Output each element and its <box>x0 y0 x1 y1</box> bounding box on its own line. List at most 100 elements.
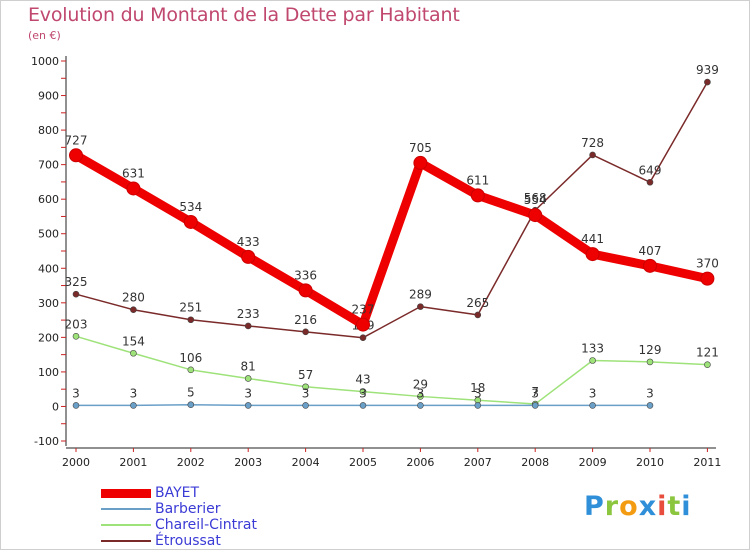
y-tick-label: 100 <box>38 366 59 379</box>
logo-letter: r <box>604 491 620 522</box>
data-point-bayet <box>356 317 370 332</box>
y-tick-label: 300 <box>38 297 59 310</box>
legend-swatch <box>101 524 151 526</box>
data-point-chareil-cintrat <box>130 349 137 357</box>
logo-letter: t <box>667 491 682 522</box>
legend-label: Barberier <box>155 501 221 517</box>
data-point-bayet <box>241 249 256 264</box>
data-point-etroussat <box>359 334 367 342</box>
y-tick-label: 800 <box>38 124 59 137</box>
data-label-etroussat: 939 <box>696 63 719 77</box>
proxiti-logo: Proxiti <box>584 491 692 522</box>
data-label-etroussat: 568 <box>524 191 547 205</box>
data-point-barberier <box>187 401 195 409</box>
data-label-bayet: 370 <box>696 257 719 271</box>
series-line-chareil-cintrat <box>75 335 708 405</box>
logo-letter: o <box>619 491 639 522</box>
data-point-chareil-cintrat <box>72 333 80 340</box>
data-point-bayet <box>126 181 141 196</box>
data-point-etroussat <box>72 290 80 298</box>
legend-item-etroussat: Étroussat <box>101 533 257 549</box>
data-label-etroussat: 649 <box>639 163 662 177</box>
chart-title: Evolution du Montant de la Dette par Hab… <box>28 4 460 26</box>
chart-legend: BAYET Barberier Chareil-Cintrat Étroussat <box>101 485 257 549</box>
x-tick-label: 2008 <box>521 456 549 469</box>
x-tick-label: 2003 <box>234 456 262 469</box>
y-tick-label: 500 <box>38 228 59 241</box>
data-label-bayet: 441 <box>581 232 604 246</box>
data-label-bayet: 336 <box>294 268 317 282</box>
data-label-etroussat: 216 <box>294 313 317 327</box>
x-tick-label: 2006 <box>406 456 434 469</box>
data-point-chareil-cintrat <box>244 375 252 382</box>
y-tick-label: 600 <box>38 193 59 206</box>
data-point-barberier <box>302 402 309 409</box>
data-label-chareil-cintrat: 121 <box>696 346 719 360</box>
data-label-chareil-cintrat: 18 <box>470 381 485 395</box>
data-label-chareil-cintrat: 57 <box>298 368 313 382</box>
legend-item-chareil-cintrat: Chareil-Cintrat <box>101 517 257 533</box>
data-point-etroussat <box>302 328 309 336</box>
data-point-bayet <box>470 188 485 203</box>
data-label-chareil-cintrat: 106 <box>179 351 202 365</box>
legend-item-barberier: Barberier <box>101 501 257 517</box>
data-point-etroussat <box>646 178 654 186</box>
y-tick-label: 1000 <box>31 55 59 68</box>
data-point-barberier <box>531 402 539 409</box>
data-point-barberier <box>474 402 482 409</box>
data-point-etroussat <box>417 303 424 310</box>
data-label-bayet: 631 <box>122 166 145 180</box>
data-label-etroussat: 289 <box>409 288 432 302</box>
data-label-barberier: 3 <box>417 386 425 400</box>
data-label-chareil-cintrat: 154 <box>122 334 145 348</box>
data-label-bayet: 237 <box>352 303 375 317</box>
data-label-chareil-cintrat: 203 <box>65 317 88 331</box>
data-label-barberier: 3 <box>359 386 367 400</box>
data-point-bayet <box>585 247 600 262</box>
data-label-barberier: 3 <box>244 386 252 400</box>
data-label-etroussat: 233 <box>237 307 260 321</box>
data-label-chareil-cintrat: 29 <box>413 377 428 391</box>
data-label-etroussat: 251 <box>179 301 202 315</box>
data-label-barberier: 3 <box>646 386 654 400</box>
data-label-chareil-cintrat: 7 <box>531 385 539 399</box>
legend-label: Chareil-Cintrat <box>155 517 257 533</box>
data-label-chareil-cintrat: 133 <box>581 342 604 356</box>
data-label-bayet: 534 <box>179 200 202 214</box>
data-point-barberier <box>72 402 80 409</box>
data-point-etroussat <box>187 316 195 324</box>
data-label-etroussat: 280 <box>122 291 145 305</box>
x-tick-label: 2010 <box>636 456 664 469</box>
data-point-etroussat <box>244 322 252 330</box>
data-label-chareil-cintrat: 129 <box>639 343 662 357</box>
y-tick-label: -100 <box>34 435 59 448</box>
legend-swatch <box>101 540 151 542</box>
data-point-bayet <box>298 283 313 298</box>
data-label-etroussat: 728 <box>581 136 604 150</box>
data-label-barberier: 5 <box>187 386 195 400</box>
x-tick-label: 2001 <box>119 456 147 469</box>
data-label-chareil-cintrat: 43 <box>355 373 370 387</box>
y-tick-label: 200 <box>38 331 59 344</box>
data-label-bayet: 727 <box>65 133 88 147</box>
x-tick-label: 2005 <box>349 456 377 469</box>
data-label-barberier: 3 <box>302 386 310 400</box>
data-point-barberier <box>646 402 654 409</box>
legend-label: BAYET <box>155 485 200 501</box>
legend-item-bayet: BAYET <box>101 485 257 501</box>
logo-letter: i <box>657 491 668 522</box>
data-point-chareil-cintrat <box>417 393 424 400</box>
data-label-bayet: 611 <box>466 173 489 187</box>
data-label-barberier: 3 <box>72 386 80 400</box>
data-point-chareil-cintrat <box>646 358 654 366</box>
data-label-barberier: 3 <box>531 386 539 400</box>
data-label-etroussat: 265 <box>466 296 489 310</box>
logo-letter: x <box>638 491 658 522</box>
data-point-chareil-cintrat <box>302 383 309 391</box>
x-tick-label: 2009 <box>579 456 607 469</box>
logo-letter: i <box>681 491 692 522</box>
data-point-etroussat <box>130 306 137 314</box>
data-label-bayet: 554 <box>524 193 547 207</box>
data-point-bayet <box>69 148 83 163</box>
